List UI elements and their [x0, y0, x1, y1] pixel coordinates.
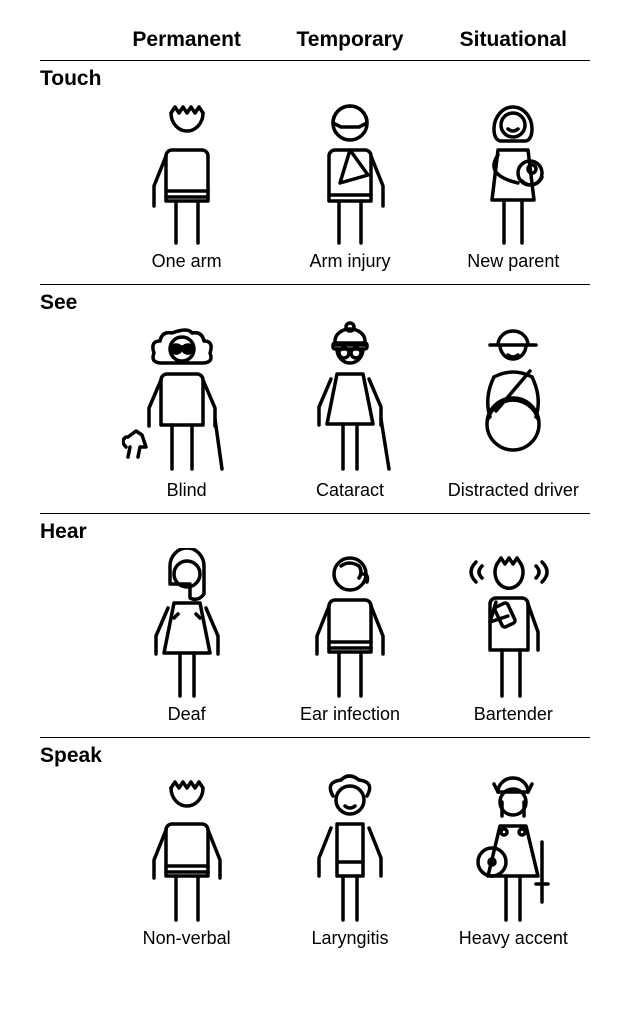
- cell-touch-situational: New parent: [437, 95, 590, 284]
- heavy-accent-icon: [458, 772, 568, 922]
- ear-infection-icon: [295, 548, 405, 698]
- cell-see-temporary: Cataract: [273, 319, 426, 513]
- section-title-see: See: [40, 291, 590, 315]
- section-touch: Touch One arm: [40, 60, 590, 284]
- col-temporary: Temporary: [273, 28, 426, 52]
- bartender-icon: [448, 548, 578, 698]
- new-parent-icon: [458, 95, 568, 245]
- blind-icon: [122, 319, 252, 474]
- cell-hear-permanent: Deaf: [110, 548, 263, 737]
- caption-laryngitis: Laryngitis: [273, 928, 426, 949]
- one-arm-icon: [132, 95, 242, 245]
- non-verbal-icon: [132, 772, 242, 922]
- caption-distracted-driver: Distracted driver: [437, 480, 590, 501]
- section-speak: Speak Non-verbal: [40, 737, 590, 961]
- caption-non-verbal: Non-verbal: [110, 928, 263, 949]
- caption-heavy-accent: Heavy accent: [437, 928, 590, 949]
- caption-new-parent: New parent: [437, 251, 590, 272]
- cell-see-permanent: Blind: [110, 319, 263, 513]
- col-situational: Situational: [437, 28, 590, 52]
- arm-injury-icon: [295, 95, 405, 245]
- cell-speak-permanent: Non-verbal: [110, 772, 263, 961]
- section-title-touch: Touch: [40, 67, 590, 91]
- cataract-icon: [295, 319, 405, 474]
- section-title-hear: Hear: [40, 520, 590, 544]
- section-title-speak: Speak: [40, 744, 590, 768]
- caption-bartender: Bartender: [437, 704, 590, 725]
- caption-one-arm: One arm: [110, 251, 263, 272]
- deaf-icon: [132, 548, 242, 698]
- cell-speak-situational: Heavy accent: [437, 772, 590, 961]
- caption-cataract: Cataract: [273, 480, 426, 501]
- caption-blind: Blind: [110, 480, 263, 501]
- cell-hear-situational: Bartender: [437, 548, 590, 737]
- cell-hear-temporary: Ear infection: [273, 548, 426, 737]
- caption-ear-infection: Ear infection: [273, 704, 426, 725]
- column-headers: Permanent Temporary Situational: [40, 20, 590, 60]
- cell-speak-temporary: Laryngitis: [273, 772, 426, 961]
- cell-touch-temporary: Arm injury: [273, 95, 426, 284]
- cell-touch-permanent: One arm: [110, 95, 263, 284]
- section-hear: Hear Deaf: [40, 513, 590, 737]
- caption-arm-injury: Arm injury: [273, 251, 426, 272]
- col-permanent: Permanent: [110, 28, 263, 52]
- caption-deaf: Deaf: [110, 704, 263, 725]
- cell-see-situational: Distracted driver: [437, 319, 590, 513]
- laryngitis-icon: [295, 772, 405, 922]
- distracted-driver-icon: [458, 319, 568, 474]
- section-see: See: [40, 284, 590, 513]
